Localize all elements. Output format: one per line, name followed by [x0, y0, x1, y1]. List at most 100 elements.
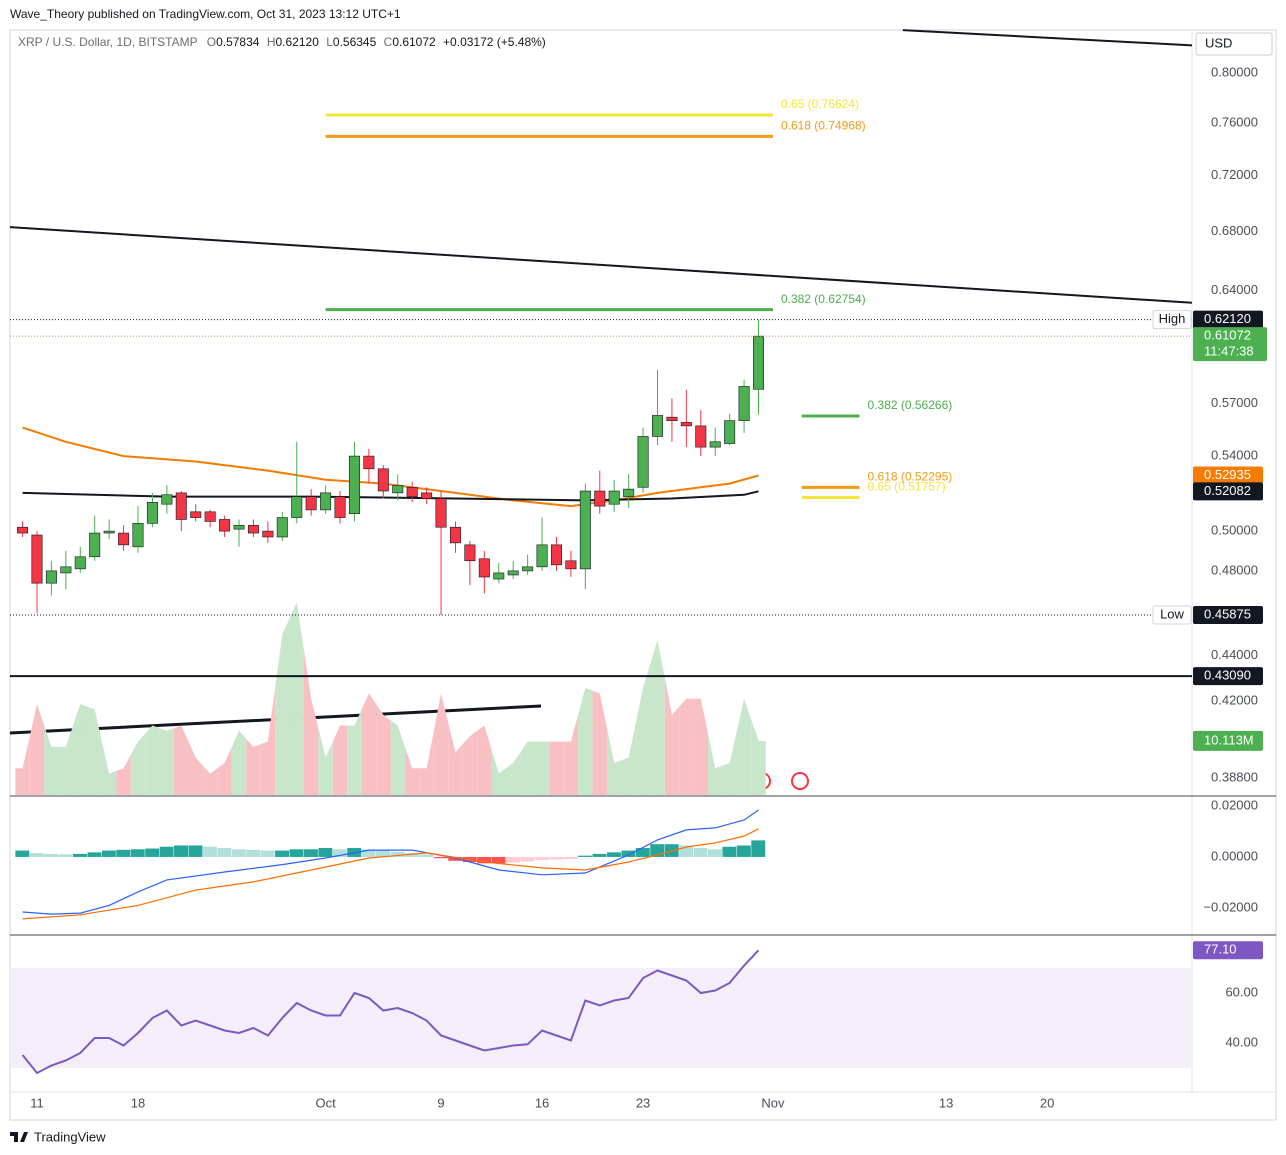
histogram-bar	[563, 856, 578, 859]
histogram-bar	[751, 840, 766, 857]
volume-tag: 10.113M	[1204, 732, 1254, 747]
candle-body	[478, 558, 490, 578]
volume-area	[217, 746, 232, 795]
candle-body	[536, 544, 548, 568]
volume-area	[376, 704, 391, 795]
histogram-bar	[635, 848, 650, 857]
candle-body	[262, 530, 274, 538]
legend-key: O	[207, 35, 216, 49]
candle-body	[175, 492, 187, 520]
marker-tag: 0.62120	[1204, 311, 1251, 326]
volume-area	[188, 741, 203, 795]
y-tick-label: 0.48000	[1211, 562, 1258, 577]
y-tick-label: 0.72000	[1211, 167, 1258, 182]
horizontal-line-tag-box	[1193, 667, 1263, 686]
volume-area	[101, 741, 117, 795]
volume-area	[174, 725, 189, 795]
histogram-bar	[260, 850, 275, 857]
y-tick-label: 0.50000	[1211, 523, 1258, 538]
volume-area	[159, 728, 175, 795]
histogram-bar	[145, 848, 160, 857]
candle-body	[45, 570, 57, 584]
candle-body	[421, 492, 433, 499]
volume-area	[433, 693, 449, 795]
histogram-bar	[679, 845, 694, 857]
volume-area	[448, 722, 463, 795]
y-tick-label: −0.02000	[1203, 899, 1258, 914]
volume-area	[73, 704, 88, 795]
volume-area	[578, 688, 593, 795]
candle-body	[118, 532, 130, 546]
x-tick-label: 16	[535, 1095, 549, 1110]
y-tick-label: 0.64000	[1211, 282, 1258, 297]
candle-body	[623, 488, 635, 497]
candle-body	[666, 416, 678, 421]
histogram-bar	[303, 849, 318, 857]
histogram-bar	[722, 846, 737, 857]
fib-label: 0.65 (0.76624)	[781, 97, 859, 111]
moving-average-tag-box	[1193, 482, 1263, 501]
candle-body	[464, 544, 476, 562]
currency-box[interactable]	[1195, 32, 1273, 56]
histogram-bar	[217, 848, 232, 857]
candle-body	[738, 386, 750, 421]
histogram-bar	[116, 849, 131, 857]
last-price-box	[1193, 327, 1267, 362]
histogram-bar	[188, 845, 203, 857]
histogram-bar	[289, 849, 304, 857]
y-tick-label: 0.00000	[1211, 848, 1258, 863]
volume-area	[592, 690, 607, 795]
histogram-bar	[477, 856, 492, 864]
y-tick-label: 0.42000	[1211, 692, 1258, 707]
histogram-bar	[520, 856, 535, 862]
moving-average	[22, 490, 759, 502]
volume-area	[347, 709, 362, 795]
fib-label: 0.382 (0.62754)	[781, 292, 866, 306]
volume-area	[606, 728, 622, 795]
histogram-bar	[361, 849, 376, 857]
x-tick-label: 18	[131, 1095, 145, 1110]
volume-area	[520, 741, 535, 795]
candle-body	[392, 485, 404, 494]
candle-body	[565, 560, 577, 570]
volume-area	[87, 706, 102, 795]
volume-area	[116, 754, 131, 795]
histogram-bar	[159, 846, 174, 857]
candle-body	[17, 526, 29, 534]
histogram-bar	[44, 853, 59, 857]
volume-area	[664, 677, 680, 795]
event-icon[interactable]	[791, 772, 809, 790]
volume-area	[751, 719, 766, 795]
volume-tag-box	[1193, 730, 1263, 751]
marker-tag: 0.45875	[1204, 606, 1251, 621]
macd-line	[22, 809, 759, 915]
histogram-bar	[318, 848, 333, 857]
histogram-bar	[73, 853, 87, 857]
histogram-bar	[390, 851, 405, 857]
candle-body	[291, 496, 303, 518]
publisher: Wave_Theory published on TradingView.com…	[10, 7, 401, 21]
candle-body	[204, 511, 216, 522]
histogram-bar	[174, 845, 189, 857]
candle-body	[334, 496, 346, 518]
volume-area	[679, 698, 694, 795]
currency[interactable]: USD	[1205, 35, 1232, 50]
volume-area	[15, 736, 30, 795]
y-tick-label: 0.38800	[1211, 770, 1258, 785]
moving-average-tag-box	[1193, 466, 1263, 485]
x-tick-label: Oct	[315, 1095, 336, 1110]
volume-area	[621, 722, 636, 795]
x-tick-label: 11	[30, 1095, 44, 1110]
volume-area	[260, 688, 276, 795]
legend-value: 0.57834	[216, 35, 260, 49]
volume-area	[708, 733, 723, 795]
candle-body	[305, 496, 317, 511]
histogram-bar	[275, 850, 290, 857]
brand: TradingView	[34, 1129, 106, 1144]
countdown: 11:47:38	[1204, 344, 1254, 359]
volume-area	[361, 693, 377, 795]
candle-body	[363, 455, 375, 470]
moving-average-tag: 0.52935	[1204, 467, 1251, 482]
moving-average	[22, 426, 759, 508]
